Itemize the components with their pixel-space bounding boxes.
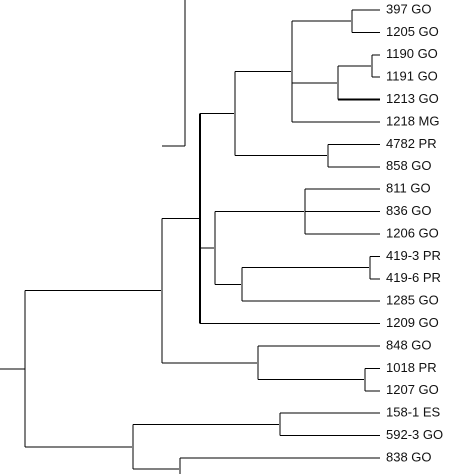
leaf-labels: 397 GO 1205 GO 1190 GO 1191 GO 1213 GO 1218 M… <box>386 1 443 474</box>
leaf-label: 838 GO <box>386 449 432 464</box>
leaf-label: 158-1 ES <box>386 405 441 420</box>
leaf-label: 1207 GO <box>386 382 439 397</box>
leaf-label: 858 GO <box>386 158 432 173</box>
dendrogram-branches <box>0 0 380 474</box>
leaf-label: 811 GO <box>386 181 431 196</box>
leaf-label: 1206 GO <box>386 225 439 240</box>
leaf-label: 1285 GO <box>386 293 439 308</box>
leaf-label: 4782 PR <box>386 136 437 151</box>
leaf-label: 592-3 GO <box>386 427 443 442</box>
leaf-label: 1209 GO <box>386 315 439 330</box>
leaf-label: 419-3 PR <box>386 248 441 263</box>
leaf-label: 1205 GO <box>386 24 439 39</box>
leaf-label: 1018 PR <box>386 360 437 375</box>
leaf-label: 397 GO <box>386 1 432 16</box>
leaf-label: 419-6 PR <box>386 270 441 285</box>
leaf-label: 1191 GO <box>386 69 438 84</box>
leaf-label: 1218 MG <box>386 113 439 128</box>
leaf-label: 848 GO <box>386 337 432 352</box>
leaf-label: 446 GO <box>386 472 432 474</box>
leaf-label: 1190 GO <box>386 46 438 61</box>
leaf-label: 1213 GO <box>386 91 439 106</box>
leaf-label: 836 GO <box>386 203 432 218</box>
